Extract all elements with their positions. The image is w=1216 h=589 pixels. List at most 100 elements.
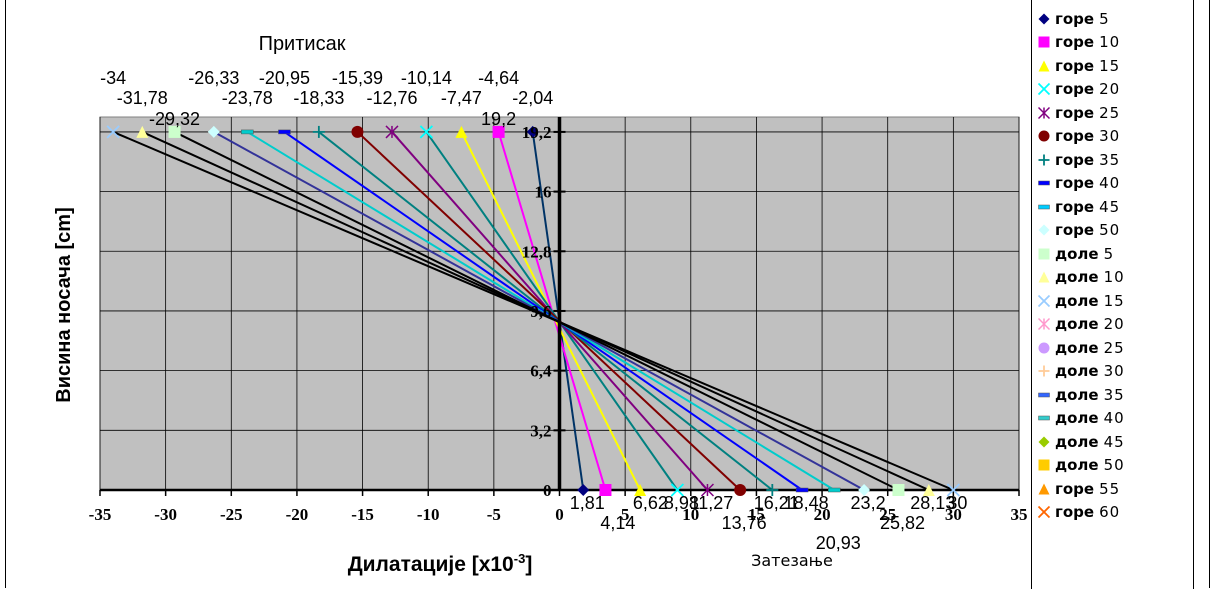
legend-right-border [1193, 0, 1194, 589]
legend-marker-icon [1037, 364, 1051, 378]
legend-item: доле 10 [1037, 266, 1187, 290]
legend-label: горе [1055, 103, 1095, 122]
series-marker-5 [700, 483, 714, 497]
legend-number: 50 [1099, 221, 1121, 240]
legend-number: 15 [1103, 291, 1125, 310]
legend-number: 30 [1103, 362, 1125, 381]
legend-number: 45 [1103, 432, 1125, 451]
legend-marker-shape [1038, 181, 1050, 186]
legend-marker-shape [1038, 204, 1050, 209]
legend-label: доле [1055, 268, 1099, 287]
series-marker-1 [577, 484, 590, 496]
legend-marker-icon [1037, 388, 1051, 402]
chart-subtitle: Затезање [751, 551, 833, 570]
x-tick-label: 15 [748, 505, 765, 524]
legend-marker-shape [1038, 365, 1050, 377]
legend-item: доле 20 [1037, 313, 1187, 337]
x-tick-label: -5 [487, 505, 501, 524]
legend-marker-shape [1038, 36, 1050, 48]
legend-marker-icon [1037, 59, 1051, 73]
top-data-label: -29,32 [149, 109, 200, 129]
legend-marker-shape [1038, 60, 1050, 72]
legend-marker-shape [1038, 459, 1050, 471]
legend-marker-icon [1037, 12, 1051, 26]
series-marker-3 [455, 125, 468, 138]
x-axis-label-end: ] [525, 553, 532, 576]
legend-number: 50 [1103, 456, 1125, 475]
legend-number: 35 [1103, 385, 1125, 404]
legend-item: горе 25 [1037, 101, 1187, 125]
series-marker-11 [168, 125, 181, 138]
legend-label: горе [1055, 197, 1095, 216]
bottom-data-label: 1,81 [570, 493, 605, 513]
legend-marker-icon [1037, 129, 1051, 143]
series-marker-9 [241, 129, 254, 135]
legend-item: доле 45 [1037, 430, 1187, 454]
legend-label: горе [1055, 9, 1095, 28]
legend-label: доле [1055, 385, 1099, 404]
legend-marker-shape [1037, 506, 1051, 519]
legend-label: доле [1055, 432, 1099, 451]
legend-item: доле 5 [1037, 242, 1187, 266]
series-marker-8 [278, 129, 291, 135]
legend-marker-shape [1037, 106, 1051, 119]
series-marker-12 [136, 125, 149, 138]
bottom-data-label: 20,93 [816, 533, 861, 553]
top-data-label: -34 [100, 68, 126, 88]
legend-item: горе 15 [1037, 54, 1187, 78]
legend-marker-icon [1037, 505, 1051, 519]
series-marker-7 [312, 125, 325, 138]
legend: горе 5 горе 10 горе 15 горе 20 горе 25 горе 30 горе 3… [1037, 7, 1187, 524]
series-marker-9 [828, 487, 841, 493]
bottom-data-label: 25,82 [880, 513, 925, 533]
top-data-label: -2,04 [512, 88, 553, 108]
series-marker-2 [492, 125, 505, 138]
legend-marker-shape [1038, 154, 1050, 166]
chart-frame [5, 0, 1210, 588]
x-tick-label: -20 [286, 505, 309, 524]
series-marker-10 [207, 125, 220, 138]
legend-divider [1031, 0, 1032, 589]
x-tick-label: -10 [417, 505, 440, 524]
legend-marker-icon [1037, 247, 1051, 261]
series-marker-3 [634, 484, 647, 496]
legend-marker-shape [1038, 342, 1050, 354]
legend-number: 30 [1099, 127, 1121, 146]
x-tick-label: 25 [879, 505, 896, 524]
legend-item: горе 30 [1037, 125, 1187, 149]
legend-number: 25 [1103, 338, 1125, 357]
y-tick-label: 12,8 [522, 242, 552, 261]
legend-number: 20 [1099, 80, 1121, 99]
bottom-data-label: 8,98 [664, 493, 699, 513]
legend-marker-shape [1038, 483, 1050, 495]
legend-marker-icon [1037, 411, 1051, 425]
x-axis-label: Дилатације [x10-3] [348, 551, 533, 576]
x-axis-label-sup: -3 [514, 551, 526, 566]
x-tick-label: 5 [621, 505, 630, 524]
x-tick-label: -15 [351, 505, 374, 524]
series-marker-8 [795, 487, 809, 493]
series-line-4 [425, 131, 679, 491]
series-line-13 [112, 131, 954, 491]
y-tick-label: 16 [535, 183, 552, 202]
legend-label: горе [1055, 56, 1095, 75]
x-tick-label: -35 [89, 505, 112, 524]
y-tick-label: 19,2 [522, 123, 552, 142]
legend-marker-shape [1037, 83, 1051, 96]
legend-number: 20 [1103, 315, 1125, 334]
legend-number: 45 [1099, 197, 1121, 216]
series-marker-4 [670, 483, 685, 497]
bottom-data-label: 11,27 [690, 493, 734, 513]
legend-number: 10 [1099, 33, 1121, 52]
y-tick-label: 3,2 [530, 421, 551, 440]
legend-item: горе 5 [1037, 7, 1187, 31]
legend-item: горе 10 [1037, 31, 1187, 55]
legend-label: горе [1055, 174, 1095, 193]
legend-marker-shape [1038, 224, 1050, 236]
legend-marker-icon [1037, 223, 1051, 237]
x-tick-label: -25 [220, 505, 243, 524]
legend-marker-shape [1038, 248, 1050, 260]
legend-item: горе 20 [1037, 78, 1187, 102]
y-axis-label: Висина носача [cm] [53, 207, 75, 402]
legend-marker-shape [1038, 130, 1050, 142]
